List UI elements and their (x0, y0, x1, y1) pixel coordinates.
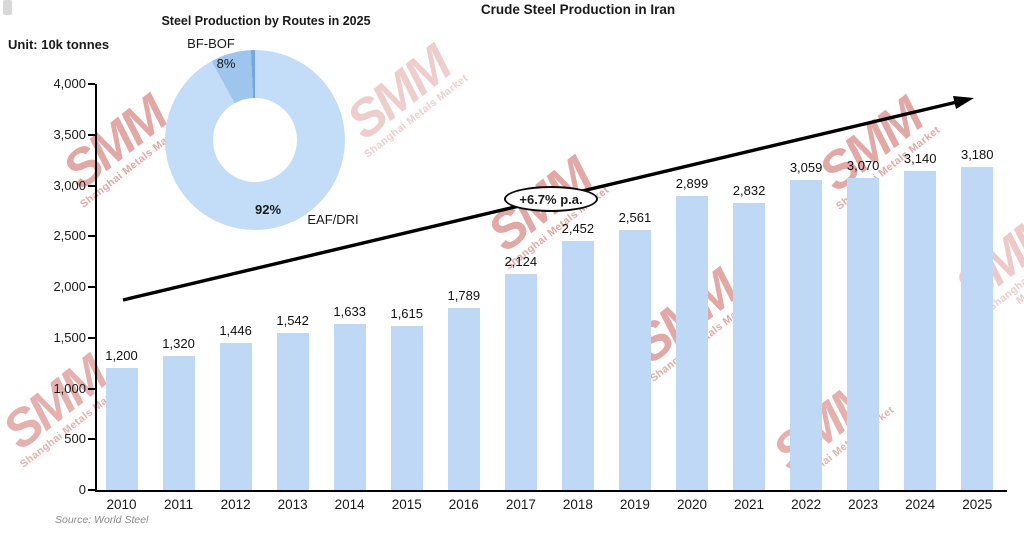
y-axis-tick (88, 286, 95, 288)
bar-value-label: 1,542 (276, 313, 309, 329)
bar (561, 241, 594, 490)
y-axis-tick (88, 438, 95, 441)
donut-slice-pct-eafdri: 92% (254, 202, 282, 217)
bar (904, 171, 937, 490)
bar (504, 274, 537, 490)
bar-value-label: 1,446 (219, 323, 252, 339)
bar (333, 324, 366, 490)
x-axis-tick-label: 2014 (334, 497, 365, 512)
x-axis-tick-label: 2017 (505, 497, 536, 512)
unit-label: Unit: 10k tonnes (8, 37, 110, 52)
bar-value-label: 2,832 (732, 182, 766, 198)
x-axis-tick-label: 2012 (220, 497, 251, 512)
y-axis-tick-label: 1,500 (53, 329, 86, 345)
donut-slice-pct-bfbof: 8% (216, 56, 236, 71)
y-axis-tick (88, 83, 95, 85)
x-axis-tick-label: 2024 (905, 497, 936, 512)
bar-value-label: 1,789 (447, 288, 481, 304)
y-axis-tick-label: 0 (78, 482, 86, 497)
bar-value-label: 1,633 (333, 304, 366, 320)
y-axis-tick (88, 387, 95, 390)
smm-watermark-logo: SMM (336, 35, 461, 151)
y-axis-tick-label: 2,000 (53, 279, 86, 294)
bar (276, 333, 309, 490)
bar (219, 343, 252, 490)
smm-watermark-subtext: Shanghai Metals Market (361, 71, 471, 161)
y-axis-tick (88, 336, 95, 339)
bar (447, 308, 480, 490)
donut-slice-label-eafdri: EAF/DRI (307, 212, 359, 227)
x-axis-tick-label: 2018 (562, 497, 593, 512)
growth-rate-annotation: +6.7% p.a. (504, 186, 598, 212)
y-axis-tick-label: 4,000 (53, 76, 86, 91)
bar-value-label: 2,561 (618, 210, 652, 226)
x-axis-line (95, 490, 1007, 492)
bar-value-label: 1,320 (162, 336, 195, 352)
x-axis-tick-label: 2016 (448, 497, 479, 512)
bar (790, 179, 823, 490)
x-axis-tick-label: 2020 (676, 497, 708, 512)
x-axis-tick-label: 2023 (848, 497, 879, 512)
x-axis-tick-label: 2011 (164, 497, 194, 512)
y-axis-tick (88, 184, 95, 187)
bar-value-label: 3,180 (960, 147, 994, 163)
trend-arrow-head (953, 96, 974, 109)
bar (847, 178, 880, 490)
donut-slice-label-bfbof: BF-BOF (187, 36, 235, 51)
bar (676, 195, 708, 490)
bar (618, 230, 651, 490)
bar (105, 368, 138, 490)
x-axis-tick-label: 2025 (962, 497, 993, 512)
x-axis-tick-label: 2022 (791, 497, 822, 512)
screen-corner-artifact (3, 0, 12, 15)
y-axis-tick (88, 133, 95, 136)
chart-title: Crude Steel Production in Iran (480, 2, 676, 17)
bar-value-label: 1,200 (105, 348, 138, 364)
y-axis-tick-label: 3,000 (53, 177, 86, 193)
y-axis-tick-label: 500 (64, 431, 86, 447)
bar (162, 356, 195, 490)
bar (390, 326, 423, 490)
bar (961, 167, 994, 490)
x-axis-tick-label: 2010 (106, 497, 137, 512)
y-axis-tick (88, 489, 95, 491)
y-axis-tick-label: 1,000 (53, 380, 86, 396)
y-axis-tick (88, 235, 95, 238)
donut-hole (213, 98, 297, 182)
y-axis-tick-label: 2,500 (53, 228, 86, 244)
x-axis-tick-label: 2021 (734, 497, 765, 512)
x-axis-tick-label: 2013 (277, 497, 308, 512)
x-axis-tick-label: 2015 (391, 497, 422, 512)
y-axis-line (95, 84, 97, 491)
bar-value-label: 2,124 (504, 254, 538, 270)
bar (733, 202, 766, 490)
bar-value-label: 1,615 (390, 306, 424, 322)
y-axis-tick-label: 3,500 (53, 126, 86, 142)
source-note: Source: World Steel (55, 514, 149, 526)
donut-chart-title: Steel Production by Routes in 2025 (161, 14, 371, 28)
x-axis-tick-label: 2019 (619, 497, 650, 512)
